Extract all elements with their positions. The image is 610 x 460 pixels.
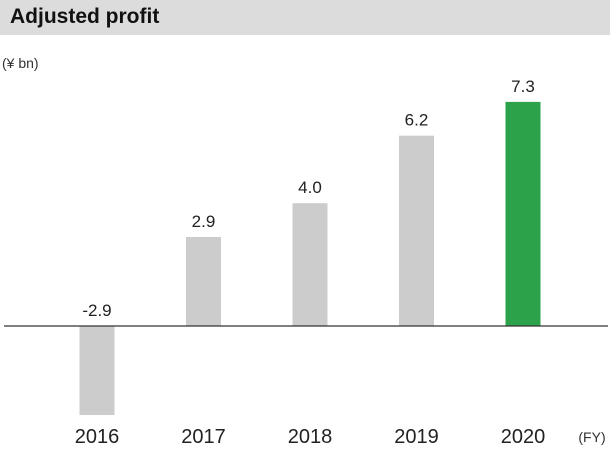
bar-2019 [399, 135, 434, 326]
category-label-2017: 2017 [181, 426, 226, 448]
category-label-2016: 2016 [75, 426, 120, 448]
bar-2016 [79, 326, 115, 416]
y-unit-label: (¥ bn) [2, 55, 39, 71]
bar-2018 [292, 203, 328, 326]
category-label-2018: 2018 [288, 426, 333, 448]
chart-title: Adjusted profit [10, 5, 160, 28]
bars-group [79, 101, 541, 416]
value-label-2020: 7.3 [511, 77, 535, 96]
x-unit-label: (FY) [578, 429, 605, 445]
bar-2020 [505, 101, 541, 326]
category-labels-group: 2016 2017 2018 2019 2020 [75, 426, 546, 448]
value-label-2017: 2.9 [192, 212, 216, 231]
value-label-2018: 4.0 [298, 178, 322, 197]
bar-2017 [186, 236, 221, 326]
title-bar: Adjusted profit [0, 0, 610, 35]
value-label-2019: 6.2 [405, 111, 429, 130]
value-labels-group: -2.9 2.9 4.0 6.2 7.3 [82, 77, 534, 320]
category-label-2019: 2019 [394, 426, 439, 448]
value-label-2016: -2.9 [82, 301, 111, 320]
category-label-2020: 2020 [501, 426, 546, 448]
